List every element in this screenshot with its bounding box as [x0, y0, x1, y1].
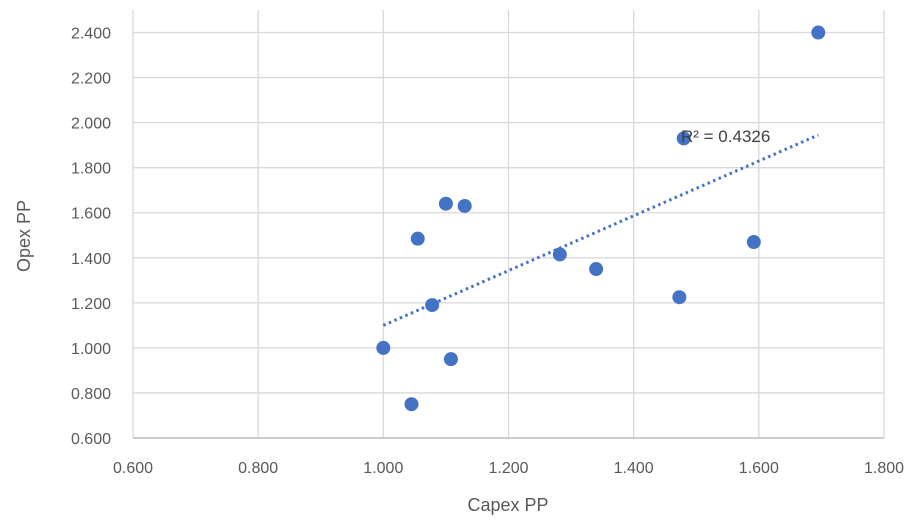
y-tick-label: 2.400 [71, 26, 111, 43]
data-points [376, 25, 826, 412]
x-tick-label: 1.600 [739, 460, 779, 477]
data-point [457, 198, 472, 213]
x-tick-label: 0.800 [238, 460, 278, 477]
data-point [404, 397, 419, 412]
y-axis-title: Opex PP [14, 200, 34, 272]
y-tick-label: 2.000 [71, 116, 111, 133]
trendline [382, 133, 819, 327]
y-tick-label: 0.800 [71, 386, 111, 403]
r-squared-label: R² = 0.4326 [681, 127, 770, 146]
y-tick-label: 1.200 [71, 296, 111, 313]
data-point [443, 352, 458, 367]
y-tick-label: 1.400 [71, 251, 111, 268]
axes: 0.600 0.800 1.000 1.200 1.400 1.600 1.800 0.600… [71, 26, 904, 477]
y-tick-label: 1.600 [71, 206, 111, 223]
data-point [376, 340, 391, 355]
data-point [438, 196, 453, 211]
data-point [552, 247, 567, 262]
data-point [811, 25, 826, 40]
data-point [746, 235, 761, 250]
y-tick-label: 1.800 [71, 161, 111, 178]
y-tick-label: 1.000 [71, 341, 111, 358]
gridlines [132, 10, 885, 439]
x-tick-label: 1.800 [864, 460, 904, 477]
x-tick-label: 1.400 [614, 460, 654, 477]
data-point [589, 262, 604, 277]
x-tick-label: 1.000 [363, 460, 403, 477]
y-tick-label: 2.200 [71, 71, 111, 88]
data-point [676, 131, 691, 146]
x-axis-title: Capex PP [467, 495, 548, 515]
x-tick-label: 1.200 [488, 460, 528, 477]
x-tick-label: 0.600 [113, 460, 153, 477]
trendline-group [382, 133, 819, 327]
data-point [410, 231, 425, 246]
labels: Capex PP Opex PP R² = 0.4326 [14, 127, 770, 515]
y-tick-label: 0.600 [71, 431, 111, 448]
data-point [425, 298, 440, 313]
data-point [672, 290, 687, 305]
